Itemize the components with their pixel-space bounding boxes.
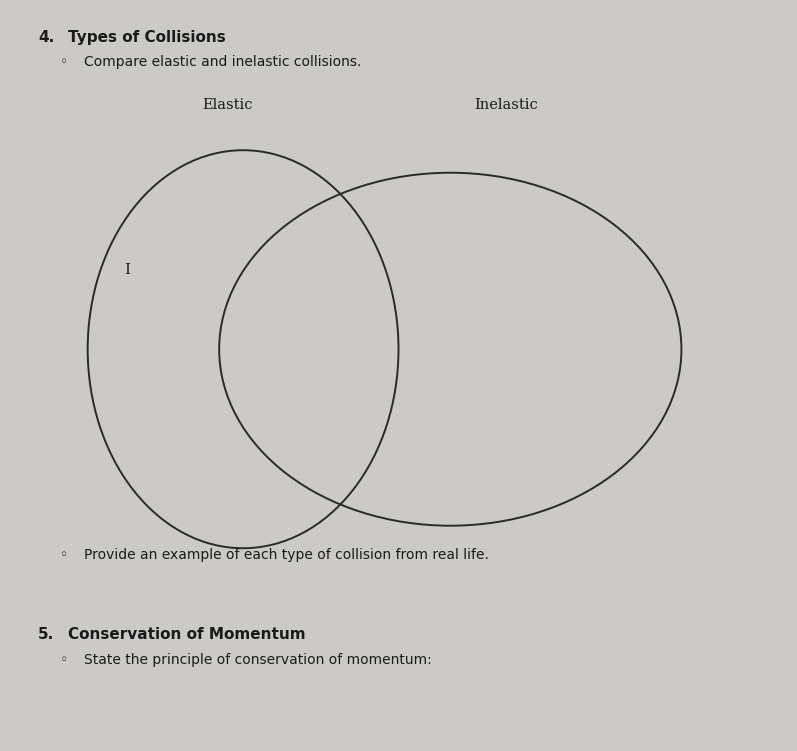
Text: Elastic: Elastic [202, 98, 253, 112]
Text: State the principle of conservation of momentum:: State the principle of conservation of m… [84, 653, 431, 668]
Text: ◦: ◦ [60, 548, 68, 562]
Text: ◦: ◦ [60, 653, 68, 668]
Text: 5.: 5. [38, 627, 54, 642]
Text: 4.: 4. [38, 30, 54, 45]
Text: Conservation of Momentum: Conservation of Momentum [68, 627, 305, 642]
Text: Types of Collisions: Types of Collisions [68, 30, 226, 45]
Text: I: I [124, 264, 131, 277]
Text: ◦: ◦ [60, 55, 68, 69]
Text: Compare elastic and inelastic collisions.: Compare elastic and inelastic collisions… [84, 55, 361, 69]
Text: Provide an example of each type of collision from real life.: Provide an example of each type of colli… [84, 548, 489, 562]
Text: Inelastic: Inelastic [474, 98, 538, 112]
